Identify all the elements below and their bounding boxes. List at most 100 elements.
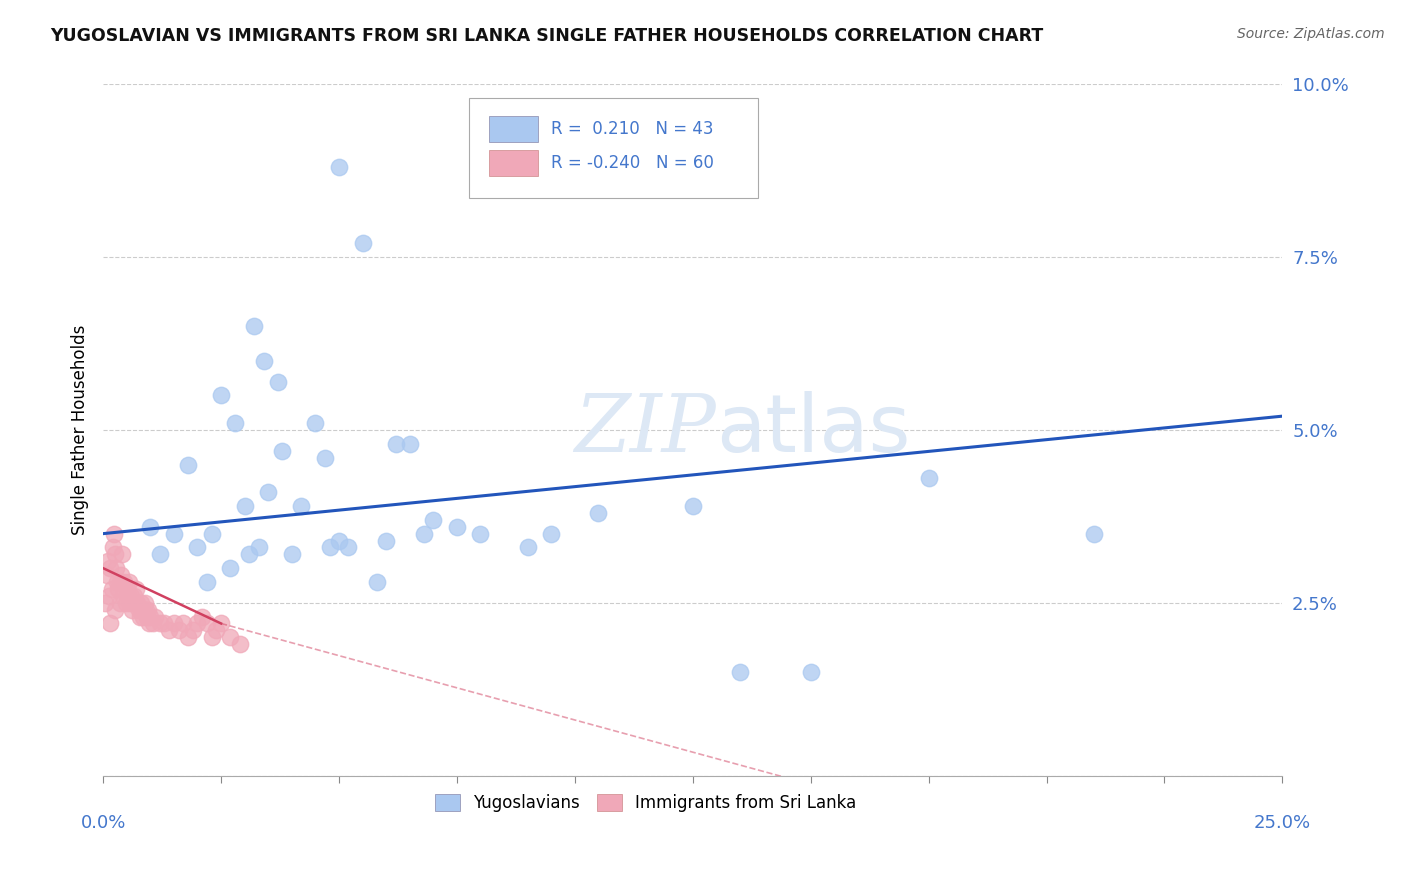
Point (110, 568, 132, 582)
Point (98, 561, 121, 575)
Point (111, 589, 134, 603)
Point (588, 506, 610, 520)
Point (337, 541, 360, 555)
Point (121, 602, 143, 616)
Point (201, 630, 224, 644)
Text: R =  0.210   N = 43: R = 0.210 N = 43 (551, 120, 714, 137)
Text: Source: ZipAtlas.com: Source: ZipAtlas.com (1237, 27, 1385, 41)
Point (366, 574, 388, 589)
Point (104, 547, 127, 561)
Point (205, 624, 228, 638)
Point (103, 526, 125, 541)
Point (114, 596, 136, 610)
Y-axis label: Single Father Households: Single Father Households (72, 325, 89, 535)
Point (122, 589, 145, 603)
Point (149, 547, 172, 561)
Point (328, 161, 350, 175)
Point (108, 574, 131, 589)
Point (224, 416, 246, 430)
Point (243, 319, 266, 334)
Point (135, 609, 157, 624)
Point (153, 616, 176, 631)
Point (229, 637, 252, 651)
Point (247, 541, 270, 555)
Point (177, 630, 200, 644)
Point (209, 388, 232, 402)
Point (120, 589, 142, 603)
FancyBboxPatch shape (489, 116, 538, 142)
Point (118, 574, 141, 589)
Point (304, 416, 326, 430)
Point (219, 630, 242, 644)
Point (125, 582, 148, 596)
Point (209, 616, 232, 631)
Point (98, 616, 121, 631)
Point (352, 236, 374, 251)
Point (117, 589, 139, 603)
Point (290, 499, 312, 513)
Point (266, 375, 288, 389)
Point (328, 533, 350, 548)
Point (271, 443, 294, 458)
Point (128, 602, 150, 616)
Point (281, 547, 304, 561)
Point (97, 589, 120, 603)
Point (314, 450, 336, 465)
Point (422, 513, 444, 527)
Point (917, 471, 939, 485)
Point (104, 602, 127, 616)
FancyBboxPatch shape (489, 150, 538, 177)
Point (138, 616, 160, 631)
Point (127, 596, 149, 610)
Point (186, 616, 208, 631)
Point (134, 596, 156, 610)
Point (540, 526, 562, 541)
Point (177, 458, 200, 472)
Point (100, 582, 122, 596)
Text: 0.0%: 0.0% (80, 814, 125, 832)
Point (149, 616, 172, 631)
Text: R = -0.240   N = 60: R = -0.240 N = 60 (551, 154, 714, 172)
Point (728, 665, 751, 679)
Point (105, 574, 128, 589)
Point (195, 574, 218, 589)
Point (384, 437, 406, 451)
Point (139, 519, 162, 533)
Point (107, 582, 129, 596)
Point (446, 519, 468, 533)
Point (800, 665, 823, 679)
Point (163, 616, 186, 631)
Point (108, 596, 131, 610)
Point (94, 596, 117, 610)
Point (682, 499, 704, 513)
Point (257, 485, 280, 500)
Point (120, 596, 142, 610)
Point (375, 533, 398, 548)
Point (96, 568, 118, 582)
Point (470, 526, 492, 541)
Point (129, 609, 152, 624)
Point (136, 602, 159, 616)
Point (135, 602, 157, 616)
Point (129, 596, 152, 610)
Point (131, 602, 153, 616)
Point (318, 541, 340, 555)
Text: 25.0%: 25.0% (1254, 814, 1310, 832)
Point (112, 574, 135, 589)
Point (143, 609, 166, 624)
Point (167, 624, 190, 638)
Point (97, 554, 120, 568)
Point (238, 547, 260, 561)
Point (1083, 526, 1105, 541)
Point (195, 616, 218, 631)
Point (398, 437, 420, 451)
Point (132, 609, 155, 624)
Point (233, 499, 256, 513)
Point (252, 354, 274, 368)
Point (157, 624, 180, 638)
Text: atlas: atlas (716, 391, 911, 469)
Point (163, 526, 186, 541)
Point (181, 624, 204, 638)
Point (191, 609, 214, 624)
Point (142, 616, 165, 631)
